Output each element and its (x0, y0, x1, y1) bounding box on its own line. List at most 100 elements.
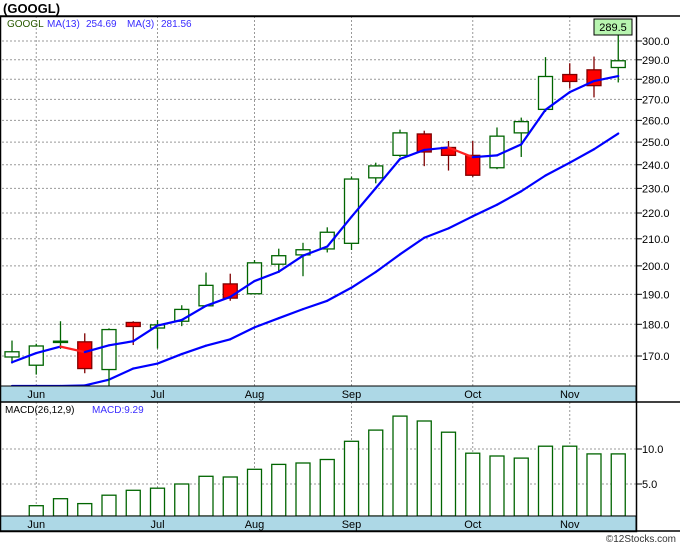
price-tick-label: 220.0 (642, 208, 670, 220)
ma3-segment (568, 79, 596, 94)
macd-bar (513, 457, 529, 517)
ma13-segment (204, 338, 232, 347)
candle-down (440, 141, 457, 171)
ma3-segment (229, 279, 256, 299)
candle-up (343, 176, 360, 251)
price-tick-label: 260.0 (642, 115, 670, 127)
candle-up (513, 117, 529, 157)
ma3-segment (447, 146, 474, 159)
ma13-segment (592, 132, 620, 151)
candle-up (198, 272, 214, 307)
candle-body (101, 328, 117, 371)
ma3-segment (326, 215, 353, 248)
candle-up (174, 305, 190, 327)
y-axes: 170.0 180.0 190.0 200.0 210.0 220.0 230.0 240.0… (636, 36, 670, 491)
price-tick-label: 270.0 (642, 94, 670, 106)
ma3-segment (592, 75, 620, 83)
macd-bar (392, 415, 408, 517)
macd-bar (174, 483, 190, 517)
price-tick-label: 180.0 (642, 319, 670, 331)
price-tick-label: 230.0 (642, 183, 670, 195)
month-label: Jul (150, 389, 164, 401)
month-label: Oct (464, 389, 481, 401)
price-month-band (0, 385, 637, 403)
macd-tick-label: 5.0 (642, 479, 657, 491)
ma3-segment (423, 146, 450, 152)
candle-up (52, 321, 69, 349)
legend-symbol: GOOGL (7, 19, 44, 30)
chart-title: (GOOGL) (3, 1, 60, 16)
month-label: Oct (464, 519, 481, 531)
ma3-segment (277, 254, 305, 273)
macd-bar (271, 463, 287, 517)
chart-frame (0, 15, 680, 533)
candle-body (513, 120, 529, 134)
ma13-segment (568, 148, 596, 164)
ma13-segment (423, 227, 450, 239)
macd-bar (586, 453, 602, 517)
month-label: Jul (150, 519, 164, 531)
price-tick-label: 290.0 (642, 55, 670, 67)
price-tick-label: 280.0 (642, 74, 670, 86)
legend-ma13-value: 254.69 (86, 19, 117, 30)
ma3-segment (107, 340, 135, 347)
ma13-segment (495, 190, 523, 206)
macd-bars (28, 415, 626, 517)
candle-body (562, 73, 578, 83)
macd-bar (28, 505, 44, 517)
macd-bar (125, 489, 141, 517)
ma3-segment (156, 318, 183, 327)
candle-body (392, 132, 408, 157)
copyright: ©12Stocks.com (606, 534, 676, 545)
macd-bar (440, 431, 457, 517)
candle-body (4, 351, 20, 358)
ma3-segment (398, 148, 426, 161)
candle-down (562, 63, 578, 89)
macd-bar (246, 468, 263, 517)
macd-bar (52, 498, 69, 517)
macd-bar (149, 487, 166, 517)
last-price-label: 289.5 (599, 22, 627, 34)
macd-bar (101, 494, 117, 517)
ma13-segment (471, 203, 499, 218)
price-tick-label: 190.0 (642, 289, 670, 301)
ma13-segment (350, 270, 377, 289)
macd-bar (198, 475, 214, 517)
ma3-segment (495, 143, 523, 157)
ma3-segment (374, 157, 402, 190)
candle-body (77, 341, 93, 370)
ma13-segment (229, 326, 256, 341)
price-tick-label: 300.0 (642, 36, 670, 48)
macd-tick-label: 10.0 (642, 444, 663, 456)
candle-down (416, 130, 432, 167)
ma3-segment (204, 295, 232, 307)
candle-up (319, 227, 335, 253)
candle-body (125, 321, 141, 328)
candle-up (537, 57, 554, 112)
ma3-segment (180, 304, 208, 322)
candle-up (368, 162, 384, 184)
ma13-segment (398, 236, 426, 256)
candle-up (489, 127, 505, 170)
candle-body (416, 133, 432, 153)
ma3-segment (544, 90, 571, 111)
ma3-segment (253, 270, 280, 283)
candle-body (319, 231, 335, 250)
macd-bar (537, 445, 554, 517)
macd-bar (295, 462, 311, 517)
ma13-segment (83, 378, 111, 387)
ma3-segment (59, 345, 86, 354)
ma13-segment (374, 253, 402, 274)
candle-down (77, 333, 93, 374)
ma3-segment (350, 187, 377, 218)
ma13-segment (326, 286, 353, 302)
macd-bar (77, 502, 93, 517)
candle-down (465, 141, 481, 177)
ma13-segment (277, 308, 305, 320)
candle-up (28, 343, 44, 375)
price-tick-label: 250.0 (642, 137, 670, 149)
macd-value-label: MACD:9.29 (92, 405, 144, 416)
ma13-segment (253, 317, 280, 329)
macd-bar (222, 476, 238, 517)
